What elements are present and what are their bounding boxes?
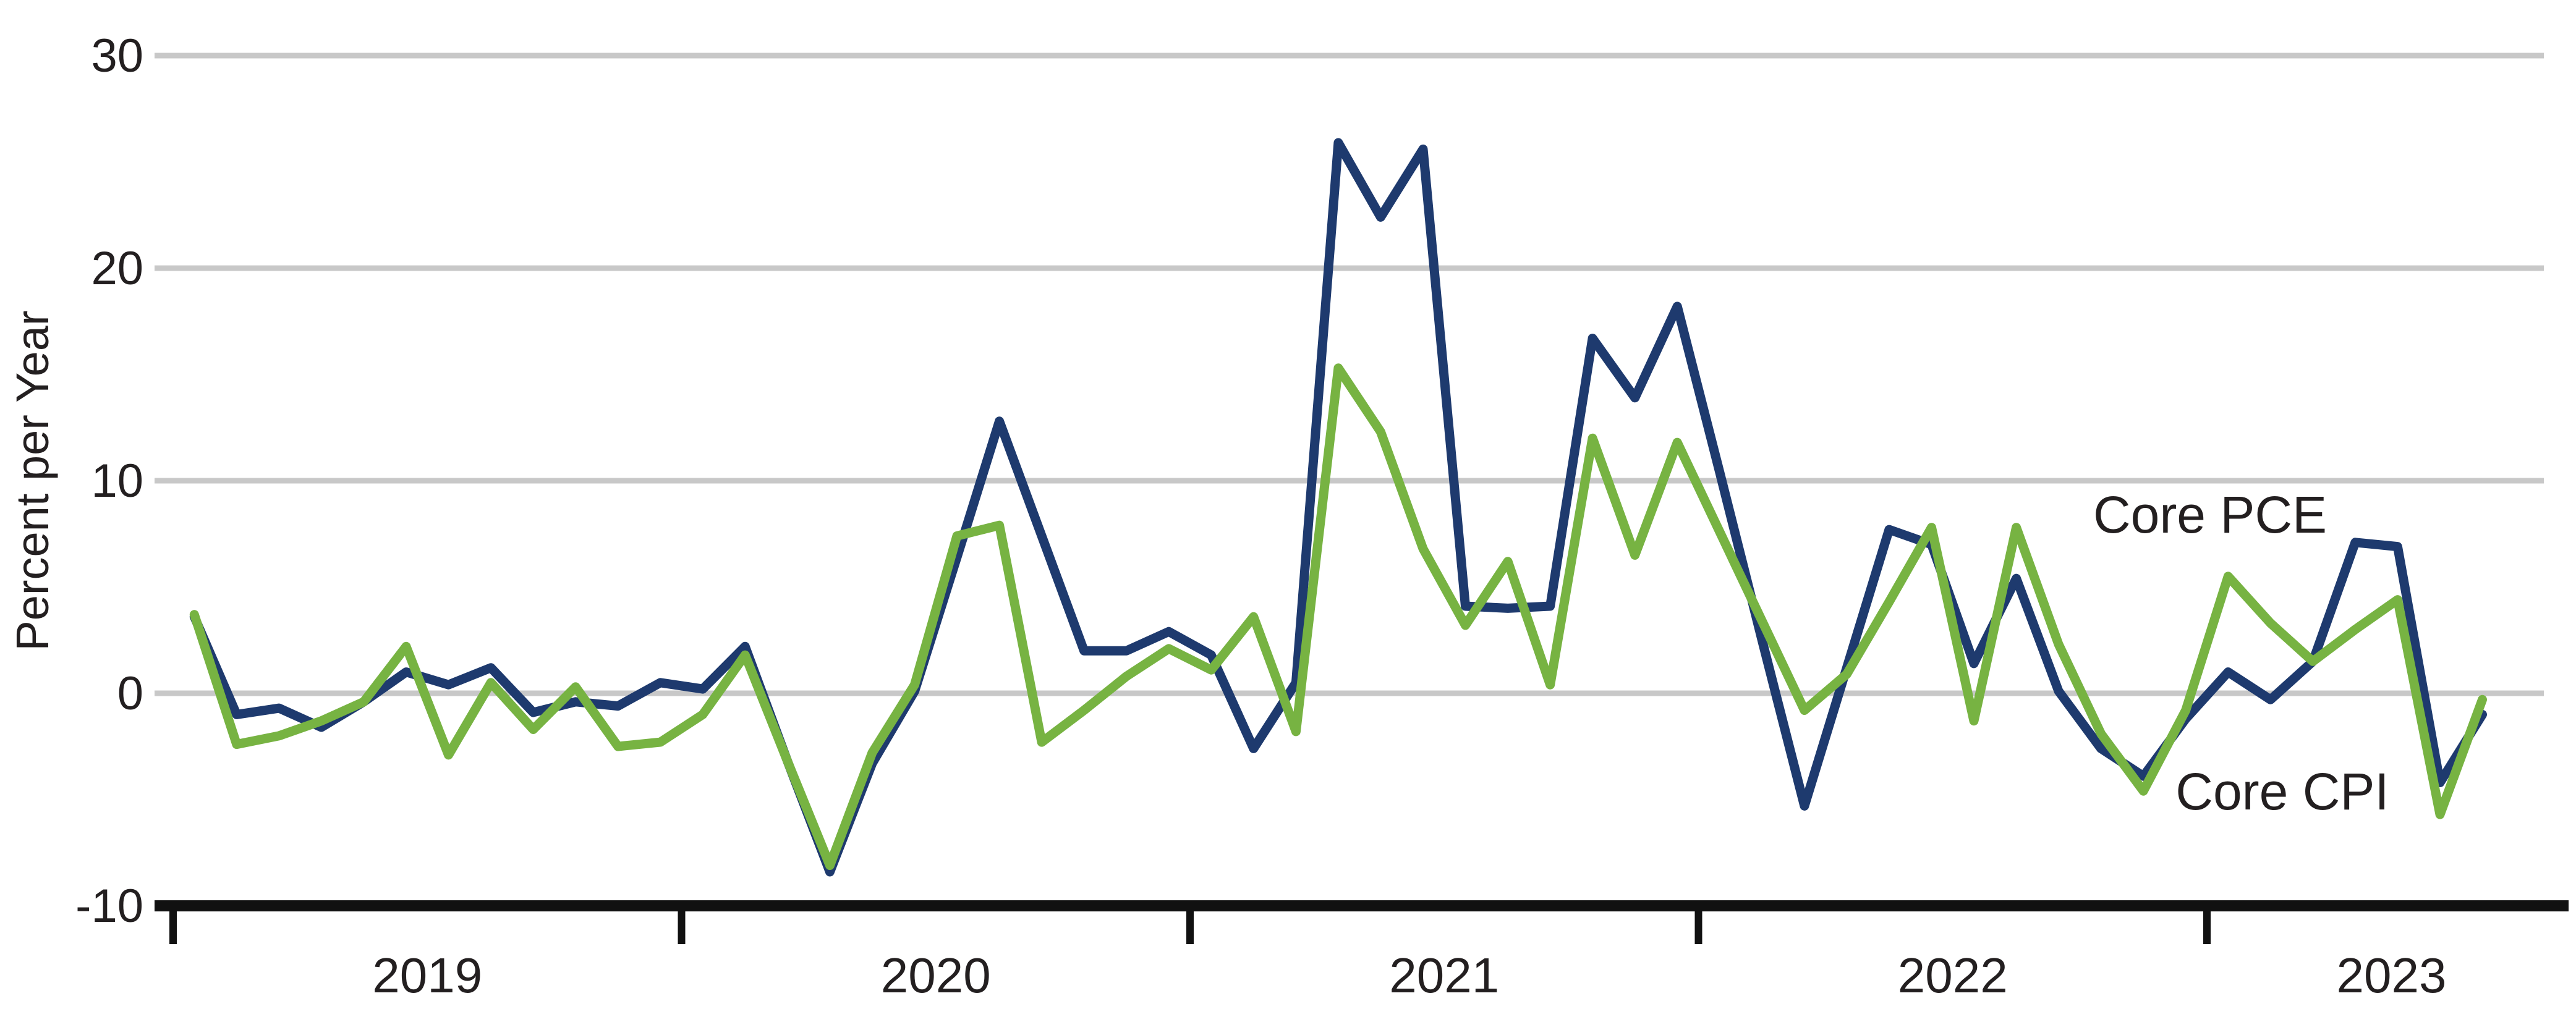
x-year-label-2019: 2019	[372, 948, 482, 1003]
y-axis-tick-labels: 30 20 10 0 -10	[75, 30, 143, 932]
y-tick-label--10: -10	[75, 880, 143, 932]
series-label-core-cpi: Core CPI	[2175, 762, 2389, 821]
y-tick-label-30: 30	[91, 30, 143, 82]
x-year-label-2020: 2020	[881, 948, 991, 1003]
y-tick-label-10: 10	[91, 455, 143, 507]
x-year-label-2022: 2022	[1898, 948, 2008, 1003]
y-tick-label-0: 0	[117, 667, 143, 720]
x-year-label-2021: 2021	[1389, 948, 1499, 1003]
x-axis-ticks	[169, 906, 2211, 944]
y-tick-label-20: 20	[91, 242, 143, 295]
x-axis-year-labels: 2019 2020 2021 2022 2023	[372, 948, 2446, 1003]
series-line-core-pce	[189, 363, 2487, 871]
series-line-core-cpi	[189, 138, 2487, 877]
gridlines	[155, 53, 2544, 696]
series-label-core-pce: Core PCE	[2093, 486, 2327, 544]
x-year-label-2023: 2023	[2337, 948, 2447, 1003]
y-axis-title: Percent per Year	[7, 310, 58, 651]
